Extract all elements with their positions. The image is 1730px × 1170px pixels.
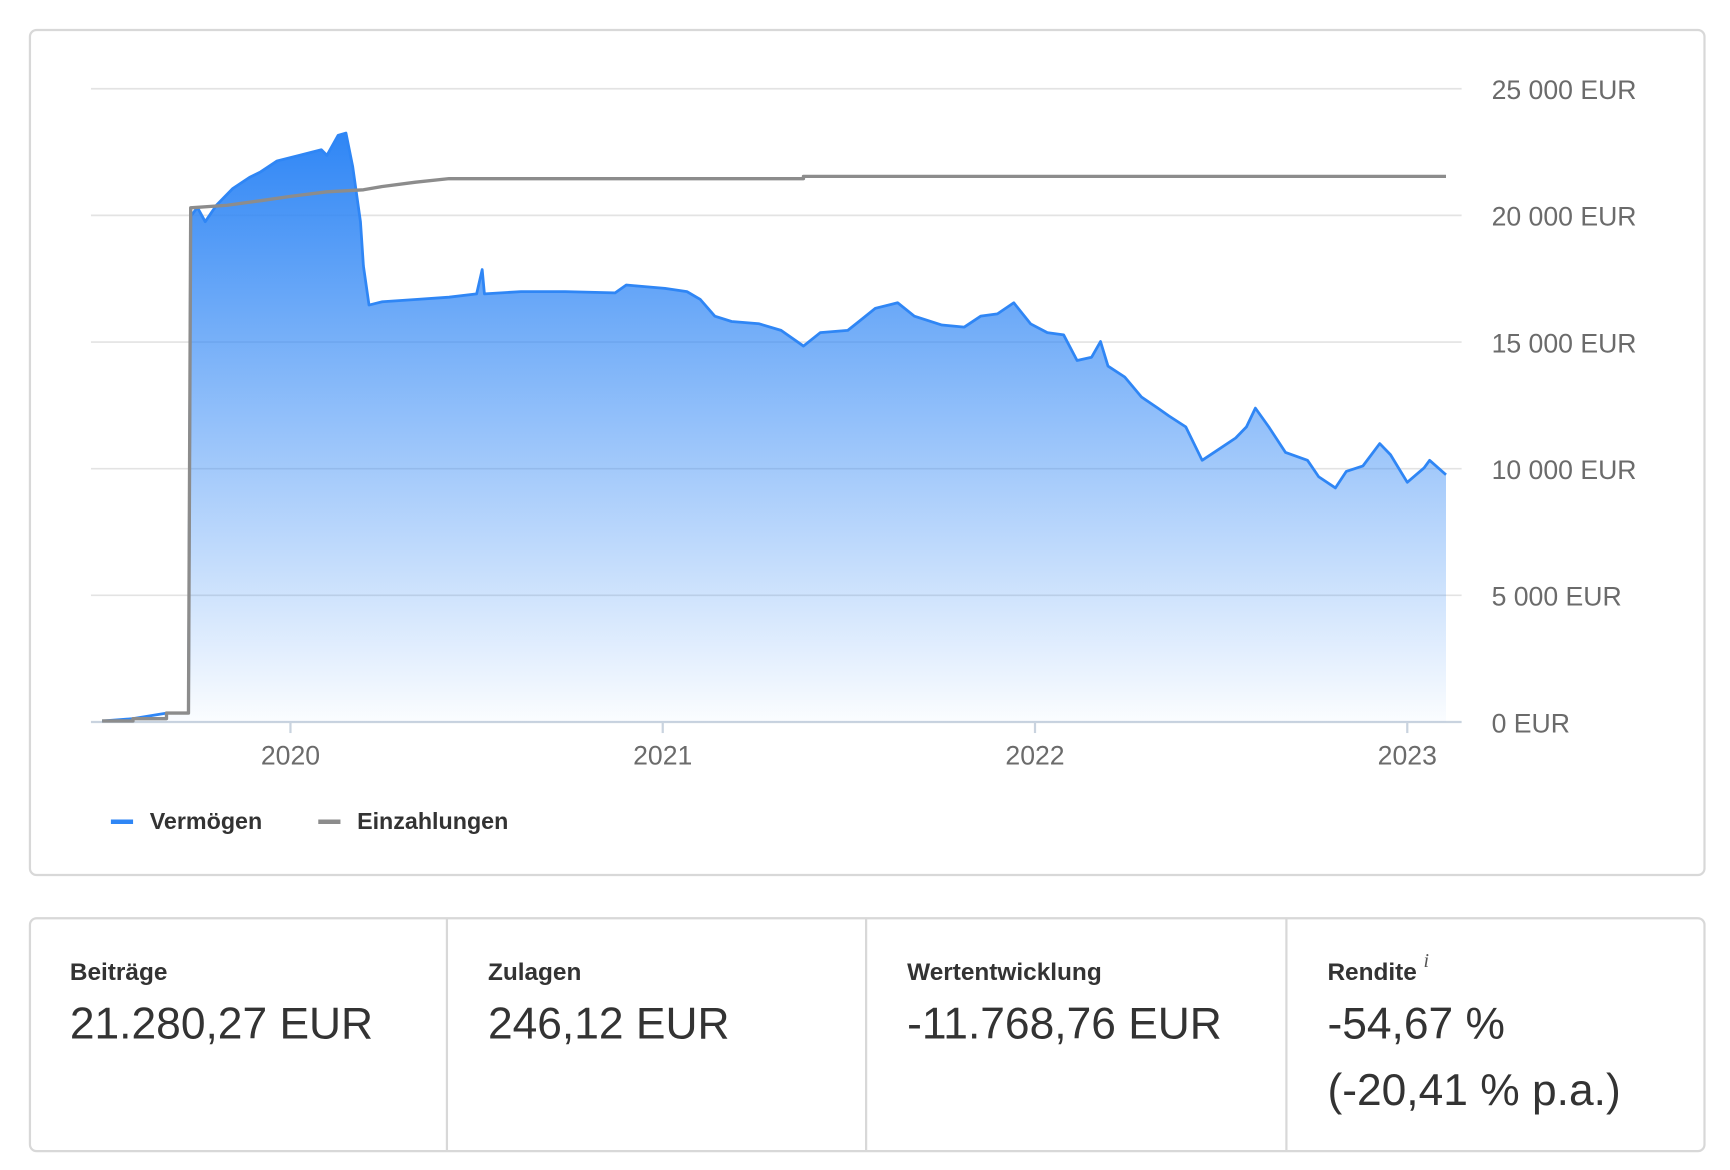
legend-label: Vermögen: [150, 808, 263, 834]
chart: 0 EUR 5 000 EUR 10 000 EUR 15 000 EUR 20 000…: [90, 75, 1637, 834]
y-tick-label: 0 EUR: [1492, 708, 1570, 738]
stat-note: (-20,41 % p.a.): [1327, 1066, 1620, 1115]
y-tick-label: 20 000 EUR: [1492, 202, 1637, 232]
stat-label: Zulagen: [488, 959, 581, 986]
stat-label: Rendite: [1327, 959, 1416, 986]
x-tick-label: 2020: [261, 740, 320, 770]
x-tick-label: 2021: [633, 740, 692, 770]
stat-value: -11.768,76 EUR: [907, 1000, 1222, 1049]
stat-value: 21.280,27 EUR: [70, 1000, 373, 1049]
y-tick-label: 5 000 EUR: [1492, 582, 1622, 612]
legend-label: Einzahlungen: [357, 808, 508, 834]
stat-value: -54,67 %: [1327, 1000, 1504, 1049]
x-tick-label: 2022: [1005, 740, 1064, 770]
info-icon: i: [1423, 950, 1429, 972]
y-tick-label: 15 000 EUR: [1492, 328, 1637, 358]
stat-label: Beiträge: [70, 959, 168, 986]
series-line: [102, 174, 1446, 723]
stat-value: 246,12 EUR: [488, 1000, 730, 1049]
y-tick-label: 10 000 EUR: [1492, 455, 1637, 485]
x-tick-label: 2023: [1378, 740, 1437, 770]
series-line: [102, 131, 1447, 723]
y-tick-label: 25 000 EUR: [1492, 75, 1637, 105]
area-fill: [102, 133, 1446, 722]
stats: Beiträge 21.280,27 EUR Zulagen 246,12 EUR We…: [70, 950, 1621, 1115]
stat-label: Wertentwicklung: [907, 959, 1102, 986]
